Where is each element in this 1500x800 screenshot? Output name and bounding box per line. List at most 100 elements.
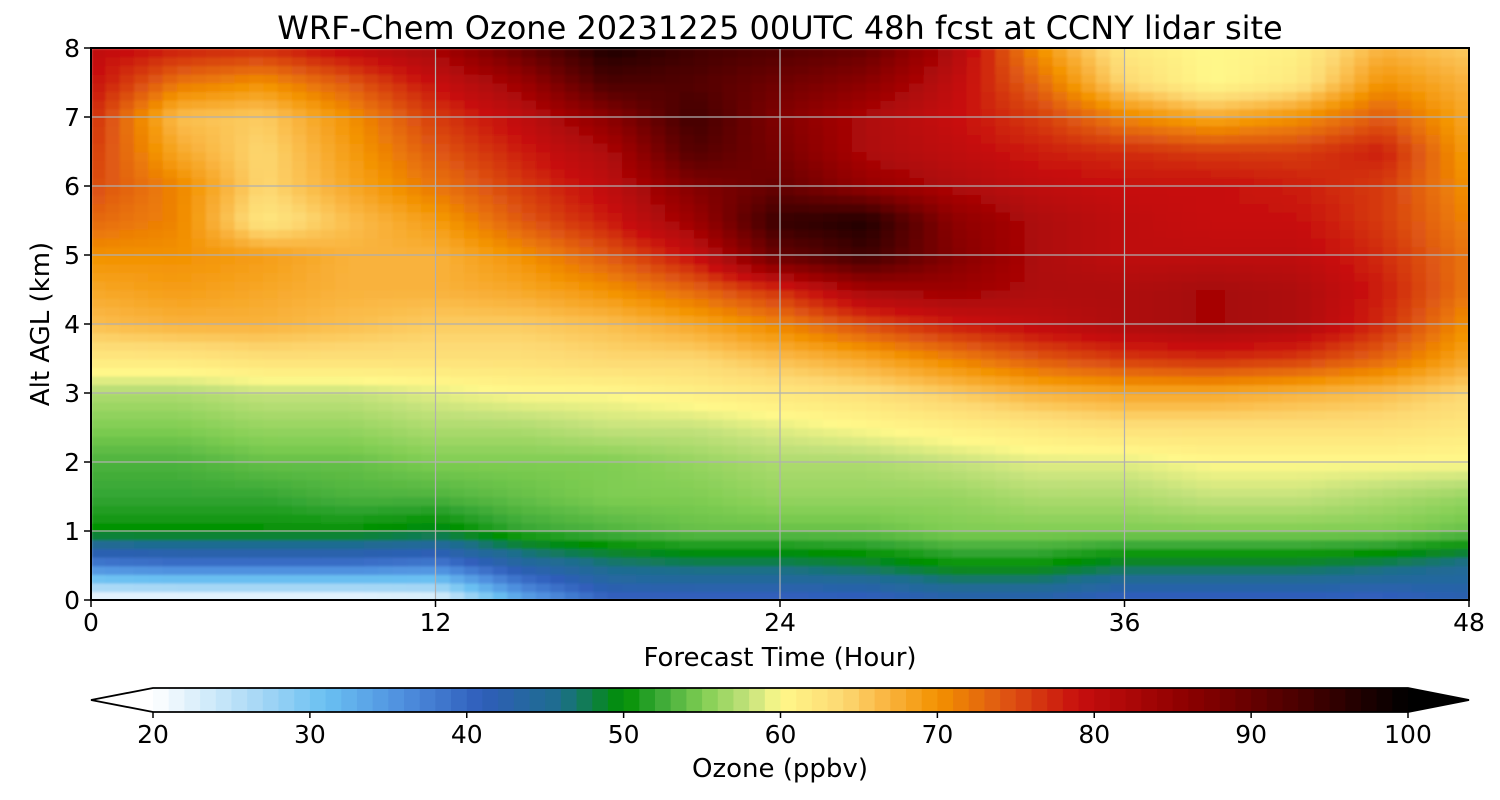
heatmap-cell xyxy=(894,487,910,498)
heatmap-cell xyxy=(622,272,638,282)
heatmap-cell xyxy=(1038,393,1054,403)
heatmap-cell xyxy=(564,531,580,541)
heatmap-cell xyxy=(363,505,379,515)
heatmap-cell xyxy=(320,496,336,506)
heatmap-cell xyxy=(349,453,365,463)
heatmap-cell xyxy=(492,229,509,239)
heatmap-cell xyxy=(679,582,695,593)
heatmap-cell xyxy=(780,332,796,343)
heatmap-cell xyxy=(91,151,107,161)
heatmap-cell xyxy=(349,539,365,550)
heatmap-cell xyxy=(736,531,753,541)
heatmap-cell xyxy=(1210,237,1226,248)
heatmap-cell xyxy=(780,289,796,299)
heatmap-cell xyxy=(650,531,666,541)
heatmap-cell xyxy=(220,229,236,239)
heatmap-cell xyxy=(579,315,595,325)
heatmap-cell xyxy=(507,436,523,446)
heatmap-cell xyxy=(248,168,265,179)
heatmap-cell xyxy=(1210,496,1226,506)
heatmap-cell xyxy=(952,349,968,360)
heatmap-cell xyxy=(1196,280,1212,291)
heatmap-cell xyxy=(1167,220,1183,230)
heatmap-cell xyxy=(1067,427,1083,437)
heatmap-cell xyxy=(507,453,523,463)
heatmap-cell xyxy=(780,556,796,567)
heatmap-cell xyxy=(507,556,523,567)
heatmap-cell xyxy=(909,289,925,299)
heatmap-cell xyxy=(291,393,308,403)
heatmap-cell xyxy=(134,315,150,325)
heatmap-cell xyxy=(91,582,107,593)
heatmap-cell xyxy=(91,496,107,506)
heatmap-cell xyxy=(378,298,394,308)
heatmap-cell xyxy=(1181,194,1198,205)
heatmap-cell xyxy=(909,203,925,213)
heatmap-cell xyxy=(248,280,265,291)
heatmap-cell xyxy=(177,574,193,584)
heatmap-cell xyxy=(952,177,968,187)
heatmap-cell xyxy=(579,556,595,567)
heatmap-cell xyxy=(923,548,939,558)
heatmap-cell xyxy=(952,462,968,472)
heatmap-cell xyxy=(751,496,767,506)
heatmap-cell xyxy=(1196,332,1212,343)
heatmap-cell xyxy=(607,306,623,317)
heatmap-cell xyxy=(421,565,437,575)
heatmap-cell xyxy=(363,160,379,170)
heatmap-cell xyxy=(751,436,767,446)
heatmap-cell xyxy=(478,401,494,412)
heatmap-cell xyxy=(277,531,293,541)
heatmap-cell xyxy=(306,177,322,187)
heatmap-cell xyxy=(1253,151,1269,161)
heatmap-cell xyxy=(1181,591,1198,600)
heatmap-cell xyxy=(378,453,394,463)
heatmap-cell xyxy=(894,246,910,256)
heatmap-cell xyxy=(277,470,293,481)
heatmap-cell xyxy=(349,505,365,515)
heatmap-cell xyxy=(378,505,394,515)
heatmap-cell xyxy=(205,168,221,179)
heatmap-cell xyxy=(177,289,193,299)
heatmap-cell xyxy=(751,263,767,274)
heatmap-cell xyxy=(1024,591,1040,600)
heatmap-cell xyxy=(1397,591,1413,600)
heatmap-cell xyxy=(134,211,150,222)
heatmap-cell xyxy=(521,289,537,299)
heatmap-cell xyxy=(521,246,537,256)
heatmap-cell xyxy=(119,177,135,187)
heatmap-cell xyxy=(1382,229,1399,239)
heatmap-cell xyxy=(191,479,207,489)
heatmap-cell xyxy=(751,177,767,187)
heatmap-cell xyxy=(1038,203,1054,213)
heatmap-cell xyxy=(263,280,279,291)
heatmap-cell xyxy=(909,177,925,187)
heatmap-cell xyxy=(823,203,839,213)
heatmap-cell xyxy=(1167,522,1183,532)
heatmap-cell xyxy=(952,151,968,161)
heatmap-cell xyxy=(1196,531,1212,541)
heatmap-cell xyxy=(923,479,939,489)
heatmap-cell xyxy=(1268,513,1284,524)
heatmap-cell xyxy=(421,289,437,299)
heatmap-cell xyxy=(880,470,896,481)
heatmap-cell xyxy=(679,324,695,334)
heatmap-cell xyxy=(349,479,365,489)
heatmap-cell xyxy=(406,358,422,368)
heatmap-cell xyxy=(708,280,724,291)
heatmap-cell xyxy=(162,462,178,472)
heatmap-cell xyxy=(1382,427,1399,437)
heatmap-cell xyxy=(579,349,595,360)
heatmap-cell xyxy=(736,453,753,463)
heatmap-cell xyxy=(1382,462,1399,472)
heatmap-cell xyxy=(1196,151,1212,161)
heatmap-cell xyxy=(535,358,552,368)
heatmap-cell xyxy=(162,220,178,230)
heatmap-cell xyxy=(406,531,422,541)
heatmap-cell xyxy=(1095,410,1111,420)
heatmap-cell xyxy=(1167,324,1183,334)
heatmap-cell xyxy=(1181,522,1198,532)
heatmap-cell xyxy=(1311,332,1327,343)
heatmap-cell xyxy=(980,436,997,446)
heatmap-cell xyxy=(1454,160,1469,170)
